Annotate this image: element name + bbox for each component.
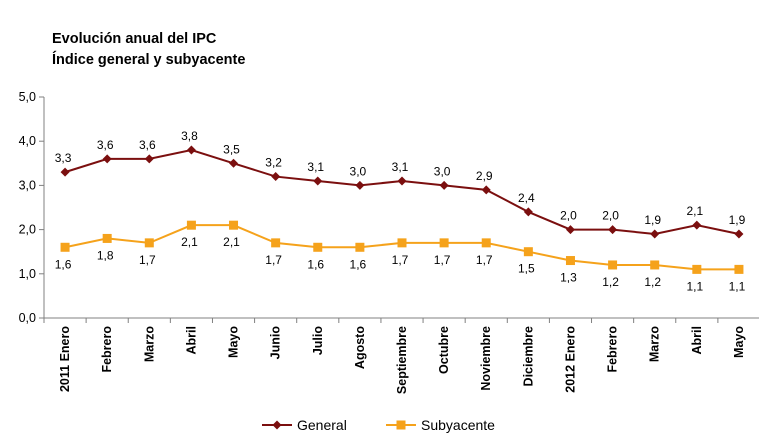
data-point-subyacente: [313, 242, 323, 252]
x-category-label: Mayo: [732, 326, 746, 358]
data-point-general: [144, 154, 154, 164]
data-point-subyacente: [397, 238, 407, 248]
x-category-label: Abril: [184, 326, 198, 354]
data-label-general: 3,6: [97, 138, 114, 152]
x-category-label: Mayo: [227, 326, 241, 358]
data-point-subyacente: [271, 238, 281, 248]
x-category-label: Marzo: [142, 326, 156, 362]
data-point-subyacente: [102, 233, 112, 243]
data-label-general: 3,6: [139, 138, 156, 152]
data-label-general: 1,9: [729, 213, 746, 227]
data-label-subyacente: 2,1: [181, 235, 198, 249]
data-point-general: [397, 176, 407, 186]
data-point-general: [650, 229, 660, 239]
data-label-subyacente: 1,1: [729, 279, 746, 293]
data-label-general: 2,1: [686, 204, 703, 218]
data-label-general: 2,0: [560, 209, 577, 223]
data-label-general: 3,0: [434, 164, 451, 178]
data-point-general: [439, 180, 449, 190]
data-label-general: 3,3: [55, 151, 72, 165]
y-tick-label: 5,0: [19, 90, 36, 104]
x-category-label: Abril: [690, 326, 704, 354]
data-label-general: 2,9: [476, 169, 493, 183]
data-point-general: [271, 172, 281, 182]
data-label-subyacente: 1,6: [307, 257, 324, 271]
data-label-subyacente: 1,5: [518, 262, 535, 276]
y-tick-label: 1,0: [19, 267, 36, 281]
data-label-subyacente: 1,6: [350, 257, 367, 271]
data-point-general: [102, 154, 112, 164]
data-label-subyacente: 1,7: [392, 253, 409, 267]
data-point-general: [565, 225, 575, 235]
data-label-general: 3,0: [350, 164, 367, 178]
data-point-subyacente: [608, 260, 618, 270]
data-point-general: [608, 225, 618, 235]
x-category-label: Octubre: [437, 326, 451, 374]
data-label-general: 1,9: [644, 213, 661, 227]
data-point-subyacente: [565, 256, 575, 266]
x-category-label: Noviembre: [479, 326, 493, 391]
x-category-label: Agosto: [353, 326, 367, 369]
data-label-general: 2,4: [518, 191, 535, 205]
data-point-subyacente: [481, 238, 491, 248]
x-category-label: Marzo: [648, 326, 662, 362]
data-point-subyacente: [229, 220, 239, 230]
y-tick-label: 4,0: [19, 134, 36, 148]
x-category-label: Diciembre: [521, 326, 535, 386]
data-point-general: [313, 176, 323, 186]
data-point-general: [692, 220, 702, 230]
data-label-subyacente: 1,3: [560, 271, 577, 285]
data-point-general: [355, 180, 365, 190]
data-label-subyacente: 1,7: [434, 253, 451, 267]
x-category-label: Junio: [269, 326, 283, 360]
data-label-general: 3,5: [223, 142, 240, 156]
data-label-general: 2,0: [602, 209, 619, 223]
y-tick-label: 0,0: [19, 311, 36, 325]
chart-subtitle: Índice general y subyacente: [52, 52, 246, 68]
data-label-subyacente: 1,2: [602, 275, 619, 289]
data-label-general: 3,1: [307, 160, 324, 174]
data-point-general: [734, 229, 744, 239]
data-label-subyacente: 1,1: [686, 279, 703, 293]
data-label-subyacente: 1,8: [97, 248, 114, 262]
legend-label-subyacente: Subyacente: [421, 417, 495, 433]
data-point-subyacente: [186, 220, 196, 230]
data-point-general: [523, 207, 533, 217]
legend-label-general: General: [297, 417, 347, 433]
x-category-label: Septiembre: [395, 326, 409, 394]
data-point-general: [60, 167, 70, 177]
data-point-subyacente: [523, 247, 533, 257]
data-point-subyacente: [439, 238, 449, 248]
x-category-label: Febrero: [606, 326, 620, 373]
y-tick-label: 3,0: [19, 178, 36, 192]
data-point-subyacente: [144, 238, 154, 248]
x-category-label: 2012 Enero: [563, 326, 577, 393]
data-label-subyacente: 1,2: [644, 275, 661, 289]
chart-title: Evolución anual del IPC: [52, 31, 217, 47]
data-label-general: 3,8: [181, 129, 198, 143]
legend-marker-subyacente: [396, 420, 406, 430]
data-point-subyacente: [650, 260, 660, 270]
data-label-general: 3,2: [265, 156, 282, 170]
data-point-subyacente: [734, 264, 744, 274]
y-tick-label: 2,0: [19, 223, 36, 237]
data-point-subyacente: [60, 242, 70, 252]
x-category-label: 2011 Enero: [58, 326, 72, 392]
data-label-subyacente: 1,7: [139, 253, 156, 267]
legend-marker-general: [272, 420, 282, 430]
data-label-subyacente: 2,1: [223, 235, 240, 249]
data-point-general: [229, 158, 239, 168]
data-label-subyacente: 1,6: [55, 257, 72, 271]
x-category-label: Julio: [311, 326, 325, 356]
data-point-general: [186, 145, 196, 155]
data-point-subyacente: [355, 242, 365, 252]
data-label-subyacente: 1,7: [476, 253, 493, 267]
data-point-subyacente: [692, 264, 702, 274]
data-label-general: 3,1: [392, 160, 409, 174]
data-point-general: [481, 185, 491, 195]
data-label-subyacente: 1,7: [265, 253, 282, 267]
x-category-label: Febrero: [100, 326, 114, 373]
